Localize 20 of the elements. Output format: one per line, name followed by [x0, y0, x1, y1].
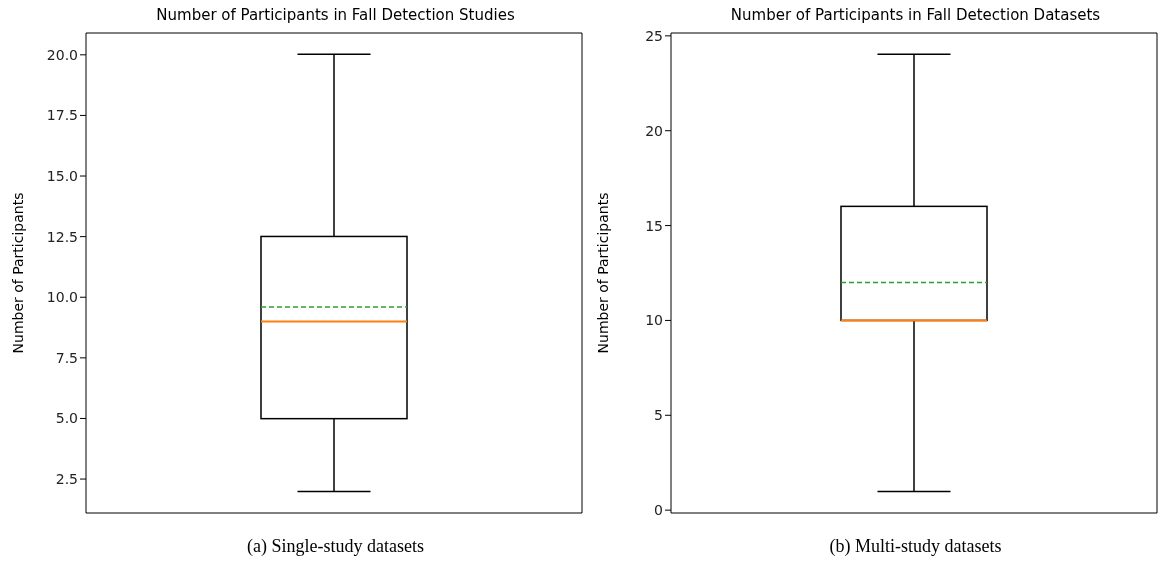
chart-title: Number of Participants in Fall Detection Studies [155, 6, 516, 24]
y-tick-label: 0 [654, 502, 663, 519]
text: (b) Multi-study datasets [828, 536, 1003, 557]
y-tick-label: 5 [654, 407, 663, 424]
y-tick-label: 10.0 [46, 289, 78, 306]
y-axis-title: Number of Participants [594, 192, 611, 354]
chart-title: Number of Participants in Fall Detection Datasets [729, 6, 1102, 24]
y-tick-label: 7.5 [55, 349, 78, 366]
y-tick-label: 15.0 [46, 168, 78, 184]
y-tick-label: 15 [645, 217, 663, 234]
y-tick-label: 10 [645, 312, 663, 329]
text: (a) Single-study datasets [246, 536, 425, 557]
y-tick-label: 20.0 [46, 46, 78, 63]
y-tick-label: 17.5 [46, 107, 78, 124]
y-tick-label: 25 [645, 27, 663, 44]
y-tick-label: 20 [645, 122, 663, 139]
y-axis-title: Number of Participants [9, 192, 26, 354]
y-tick-label: 5.0 [55, 410, 78, 427]
y-tick-label: 12.5 [46, 228, 78, 245]
y-tick-label: 2.5 [55, 471, 78, 488]
